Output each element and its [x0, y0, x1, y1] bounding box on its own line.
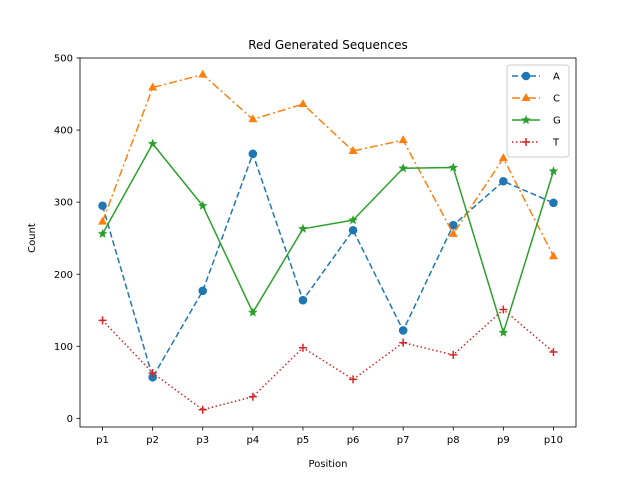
y-tick-label: 500	[54, 54, 73, 65]
series-g-line	[101, 143, 555, 334]
series-t-point	[198, 405, 207, 414]
series-t-point	[549, 348, 558, 357]
legend-box	[506, 64, 570, 158]
series-c-point	[548, 251, 558, 260]
series-a-line	[101, 153, 554, 379]
legend-marker-t	[522, 138, 530, 146]
series-g-point	[548, 166, 559, 176]
plot-frame	[79, 57, 577, 428]
series-t-point	[248, 392, 257, 401]
series-g-point	[248, 307, 258, 317]
series-c-point	[98, 216, 108, 225]
series-a-point	[298, 295, 308, 305]
series-g-point	[147, 138, 158, 148]
series-g-point	[197, 200, 208, 210]
x-tick-label: p9	[497, 435, 510, 446]
legend-entry-c: C	[512, 93, 560, 105]
legend-label-c: C	[553, 94, 560, 105]
y-axis: 0 100 200 300 400 500	[54, 54, 80, 425]
series-g-point	[348, 215, 358, 225]
series-a-point	[448, 220, 458, 230]
series-c-point	[198, 69, 208, 78]
chart-title: Red Generated Sequences	[248, 38, 408, 52]
x-tick-label: p8	[447, 435, 460, 446]
series-a-point	[198, 286, 208, 296]
y-tick-label: 0	[67, 414, 73, 425]
y-axis-label: Count	[27, 223, 38, 253]
legend-entry-g: G	[512, 115, 561, 127]
legend-marker-c	[521, 93, 531, 101]
series-a-point	[148, 372, 157, 382]
series-c	[98, 69, 558, 260]
series-c-point	[248, 114, 258, 123]
series-a	[98, 149, 558, 382]
x-tick-label: p6	[347, 435, 360, 446]
series-g-point	[498, 327, 509, 337]
series-c-point	[348, 145, 358, 154]
x-axis: p1 p2 p3 p4 p5 p6 p7 p8 p9 p10	[96, 427, 563, 446]
legend-entry-t: T	[512, 138, 560, 149]
plot-area	[79, 57, 577, 428]
series-a-point	[248, 149, 258, 159]
x-tick-label: p5	[297, 435, 310, 446]
x-axis-label: Position	[309, 459, 348, 470]
legend-entry-a: A	[512, 72, 560, 83]
x-tick-label: p10	[544, 435, 563, 446]
series-t-point	[449, 350, 458, 359]
series-t-point	[98, 316, 107, 325]
series-a-point	[499, 176, 508, 186]
x-tick-label: p7	[397, 435, 410, 446]
series-c-point	[498, 153, 508, 162]
x-tick-label: p3	[196, 435, 209, 446]
series-c-line	[101, 73, 555, 257]
series-g-point	[298, 223, 308, 233]
x-tick-label: p1	[96, 435, 109, 446]
legend-marker-a	[521, 71, 531, 81]
series-t-point	[499, 305, 508, 314]
series-a-point	[549, 198, 558, 208]
y-tick-label: 400	[54, 126, 73, 137]
series-t-point	[349, 375, 358, 384]
series-a-point	[98, 201, 107, 211]
legend-label-g: G	[553, 116, 561, 127]
series-t-point	[298, 343, 307, 352]
series-c-point	[448, 228, 458, 237]
series-a-point	[348, 225, 358, 235]
series-t-point	[148, 368, 157, 377]
series-c-point	[148, 82, 158, 91]
legend-label-a: A	[553, 72, 560, 83]
series-g-point	[448, 162, 459, 172]
y-tick-label: 300	[54, 198, 73, 209]
series-t	[98, 305, 558, 414]
series-a-point	[398, 326, 408, 335]
series-c-point	[298, 99, 308, 108]
series-g-point	[398, 163, 408, 173]
series-t-point	[399, 338, 408, 347]
series-g	[97, 138, 559, 337]
series-g-point	[97, 228, 108, 238]
y-tick-label: 100	[54, 342, 73, 353]
x-tick-label: p2	[146, 435, 159, 446]
y-tick-label: 200	[54, 270, 73, 281]
x-tick-label: p4	[246, 435, 259, 446]
legend-label-t: T	[552, 138, 560, 149]
series-c-point	[398, 135, 408, 144]
legend-marker-g	[521, 115, 531, 125]
